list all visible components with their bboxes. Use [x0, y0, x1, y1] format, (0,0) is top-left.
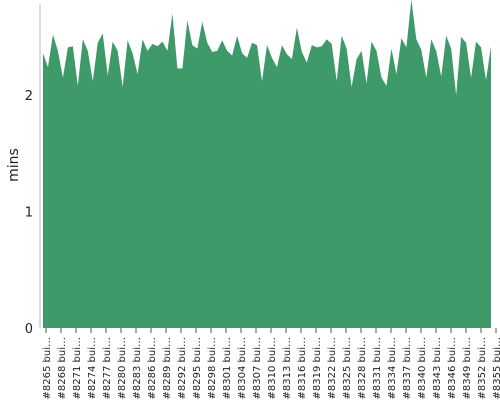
x-tick-label: #8313 bui…	[282, 337, 293, 399]
x-tick-label: #8331 bui…	[372, 337, 383, 399]
x-tick-label: #8352 bui…	[477, 337, 488, 399]
x-tick-label: #8283 bui…	[132, 337, 143, 399]
plot-area: 0 1 2 #8265 bui… #8268 bui… #8271 bui… #8274 …	[25, 0, 500, 399]
x-tick-label: #8271 bui…	[72, 337, 83, 399]
x-tick-label: #8310 bui…	[267, 337, 278, 399]
x-axis: #8265 bui… #8268 bui… #8271 bui… #8274 bui……	[42, 328, 500, 399]
x-tick-label: #8328 bui…	[357, 337, 368, 399]
x-tick-label: #8355 bui…	[492, 337, 500, 399]
x-tick-label: #8307 bui…	[252, 337, 263, 399]
x-tick-label: #8295 bui…	[192, 337, 203, 399]
y-axis-title: mins	[6, 148, 22, 182]
y-tick-label: 2	[25, 89, 33, 104]
x-tick-label: #8340 bui…	[417, 337, 428, 399]
x-tick-label: #8289 bui…	[162, 337, 173, 399]
x-tick-label: #8334 bui…	[387, 337, 398, 399]
x-tick-label: #8292 bui…	[177, 337, 188, 399]
x-tick-label: #8322 bui…	[327, 337, 338, 399]
x-tick-label: #8286 bui…	[147, 337, 158, 399]
x-tick-label: #8268 bui…	[57, 337, 68, 399]
x-tick-label: #8277 bui…	[102, 337, 113, 399]
x-tick-label: #8316 bui…	[297, 337, 308, 399]
x-tick-label: #8319 bui…	[312, 337, 323, 399]
x-tick-label: #8346 bui…	[447, 337, 458, 399]
y-tick-label: 0	[25, 322, 33, 337]
x-tick-label: #8349 bui…	[462, 337, 473, 399]
x-tick-label: #8274 bui…	[87, 337, 98, 399]
x-tick-label: #8304 bui…	[237, 337, 248, 399]
x-tick-label: #8298 bui…	[207, 337, 218, 399]
area-series	[43, 0, 491, 328]
x-tick-label: #8301 bui…	[222, 337, 233, 399]
y-axis: 0 1 2	[25, 4, 41, 337]
x-tick-label: #8280 bui…	[117, 337, 128, 399]
y-tick-label: 1	[25, 206, 33, 221]
x-tick-label: #8265 bui…	[42, 337, 53, 399]
x-tick-label: #8337 bui…	[402, 337, 413, 399]
x-tick-label: #8343 bui…	[432, 337, 443, 399]
x-tick-label: #8325 bui…	[342, 337, 353, 399]
